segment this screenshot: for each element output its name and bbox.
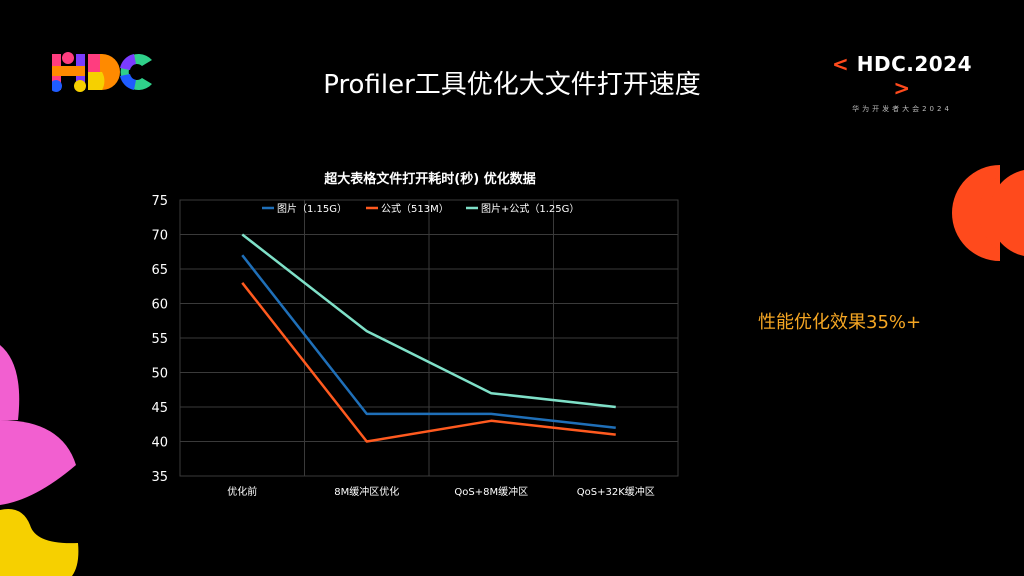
y-tick-label: 40: [151, 436, 168, 451]
y-tick-label: 75: [151, 194, 168, 209]
y-tick-label: 65: [151, 263, 168, 278]
pink-shape-top: [0, 345, 20, 420]
brand-bracket-left: <: [832, 52, 850, 76]
series-line-1: [241, 254, 616, 429]
legend-label: 公式（513M）: [381, 202, 449, 215]
y-tick-label: 70: [151, 229, 168, 244]
x-tick-label: 优化前: [227, 485, 257, 498]
x-tick-label: QoS+8M缓冲区: [454, 485, 528, 498]
yellow-shape: [0, 509, 79, 576]
slide-title: Profiler工具优化大文件打开速度: [323, 70, 701, 100]
x-tick-label: 8M缓冲区优化: [334, 485, 399, 498]
series-line-3: [241, 233, 616, 409]
x-tick-label: QoS+32K缓冲区: [577, 485, 655, 498]
chart-title: 超大表格文件打开耗时(秒) 优化数据: [324, 172, 536, 187]
hdc-2024-brand: < HDC.2024 > 华为开发者大会2024: [832, 52, 972, 114]
y-tick-label: 60: [151, 298, 168, 313]
y-tick-label: 50: [151, 367, 168, 382]
y-tick-label: 55: [151, 332, 168, 347]
legend-label: 图片+公式（1.25G）: [481, 202, 579, 215]
y-tick-label: 35: [151, 470, 168, 485]
performance-annotation: 性能优化效果35%+: [758, 312, 922, 333]
y-tick-label: 45: [151, 401, 168, 416]
series-line-2: [241, 282, 616, 443]
pink-shape-bottom: [0, 420, 76, 505]
brand-name: HDC.2024: [856, 52, 973, 76]
hdc-logo: [52, 52, 152, 92]
brand-subtitle: 华为开发者大会2024: [852, 105, 952, 113]
legend-label: 图片（1.15G）: [277, 202, 347, 215]
brand-bracket-right: >: [893, 76, 911, 100]
